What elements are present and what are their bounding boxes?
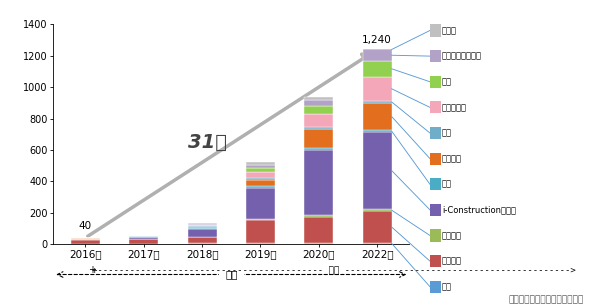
Text: 運輸・宅配: 運輸・宅配 [442, 103, 467, 112]
Bar [246, 180, 275, 186]
Bar [187, 243, 216, 244]
Bar [304, 217, 333, 243]
Bar [246, 168, 275, 172]
Bar [362, 132, 391, 209]
Text: +: + [88, 265, 96, 275]
Bar [362, 103, 391, 130]
Bar [362, 101, 391, 103]
Bar [246, 163, 275, 165]
Text: 農業散布: 農業散布 [442, 257, 462, 266]
Bar [246, 243, 275, 244]
Bar [362, 61, 391, 77]
Bar [187, 227, 216, 228]
Bar [129, 236, 158, 237]
Bar [187, 224, 216, 225]
Text: +------------------------------------------ 予測 ---------------------------------: +---------------------------------------… [92, 266, 576, 275]
Bar [246, 172, 275, 178]
Bar [304, 150, 333, 215]
Bar [187, 223, 216, 224]
Text: 資材管理: 資材管理 [442, 154, 462, 163]
Bar [304, 106, 333, 114]
Bar [187, 229, 216, 237]
Bar [362, 77, 391, 101]
Bar [246, 220, 275, 243]
Bar [187, 228, 216, 229]
Text: 1,240: 1,240 [362, 35, 392, 45]
Bar [129, 243, 158, 244]
Bar [304, 100, 333, 106]
Text: i-Construction・測量: i-Construction・測量 [442, 205, 516, 214]
Bar [362, 49, 391, 61]
Bar [362, 211, 391, 243]
Bar [246, 165, 275, 168]
Text: 40: 40 [79, 221, 92, 231]
Bar [304, 215, 333, 217]
Bar [362, 209, 391, 211]
Text: 管備: 管備 [442, 128, 452, 138]
Bar [304, 114, 333, 127]
Bar [362, 243, 391, 244]
Text: 空撮: 空撮 [442, 282, 452, 291]
Bar [187, 237, 216, 243]
Bar [246, 219, 275, 220]
Bar [304, 129, 333, 148]
Bar [187, 226, 216, 227]
Bar [304, 148, 333, 150]
Text: 点検: 点検 [442, 180, 452, 189]
Bar [71, 243, 100, 244]
Text: 運搬: 運搬 [442, 77, 452, 86]
Bar [304, 127, 333, 129]
Bar [246, 186, 275, 188]
Text: （シード・プランニング作成）: （シード・プランニング作成） [509, 295, 584, 304]
Text: その他: その他 [442, 26, 457, 35]
Bar [246, 188, 275, 219]
Bar [246, 178, 275, 180]
Bar [304, 243, 333, 244]
Text: 精密農業: 精密農業 [442, 231, 462, 240]
Text: 公共・災害・防止: 公共・災害・防止 [442, 52, 482, 61]
Bar [362, 130, 391, 132]
Text: 予測: 予測 [225, 270, 238, 279]
Bar [129, 239, 158, 243]
Bar [71, 240, 100, 243]
Text: 31倍: 31倍 [189, 133, 228, 152]
Bar [187, 225, 216, 226]
Bar [304, 97, 333, 100]
Bar [129, 237, 158, 239]
